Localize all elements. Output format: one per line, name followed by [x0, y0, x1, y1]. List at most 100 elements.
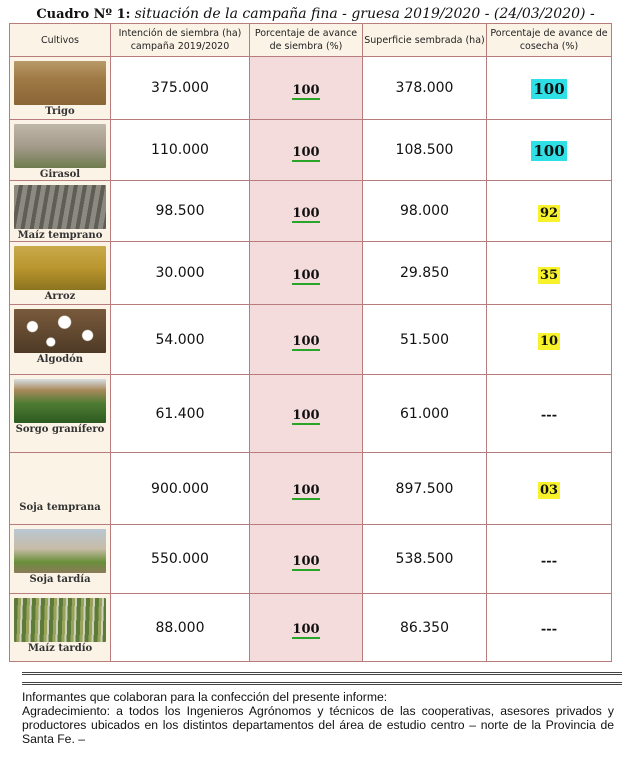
rice-field-photo — [14, 246, 106, 290]
table-row: Arroz 30.000 100 29.850 35 — [9, 241, 612, 305]
table-row: Soja temprana 900.000 100 897.500 03 — [9, 452, 612, 525]
intention-cell: 900.000 — [110, 452, 250, 525]
crop-cell: Trigo — [9, 56, 111, 120]
crop-cell: Soja temprana — [9, 452, 111, 525]
crop-cell: Maíz temprano — [9, 180, 111, 242]
sown-area-cell: 51.500 — [362, 304, 487, 375]
crop-name: Trigo — [45, 106, 75, 117]
intention-cell: 61.400 — [110, 374, 250, 453]
harvest-pct-badge: 03 — [537, 482, 561, 499]
col-header-crop: Cultivos — [9, 23, 111, 57]
sowing-pct-cell: 100 — [249, 374, 363, 453]
sowing-pct-value: 100 — [292, 622, 320, 639]
crop-cell: Soja tardía — [9, 524, 111, 594]
sowing-pct-cell: 100 — [249, 241, 363, 305]
table-row: Soja tardía 550.000 100 538.500 --- — [9, 524, 612, 594]
sowing-pct-cell: 100 — [249, 452, 363, 525]
harvest-pct-value: --- — [540, 553, 558, 569]
crop-name: Girasol — [39, 169, 81, 180]
harvest-pct-cell: --- — [486, 593, 612, 662]
harvest-pct-cell: 100 — [486, 119, 612, 181]
harvest-pct-badge: 100 — [531, 78, 567, 99]
harvest-pct-cell: --- — [486, 524, 612, 594]
intention-cell: 110.000 — [110, 119, 250, 181]
harvest-pct-cell: 10 — [486, 304, 612, 375]
harvest-pct-badge: 100 — [531, 140, 567, 161]
sown-area-cell: 29.850 — [362, 241, 487, 305]
sowing-pct-value: 100 — [292, 334, 320, 351]
harvest-pct-value: --- — [540, 408, 558, 423]
table-row: Girasol 110.000 100 108.500 100 — [9, 119, 612, 181]
crop-cell: Maíz tardío — [9, 593, 111, 662]
intention-cell: 88.000 — [110, 593, 250, 662]
table-row: Trigo 375.000 100 378.000 100 — [9, 56, 612, 120]
harvest-pct-value: --- — [540, 622, 558, 637]
harvest-pct-cell: 03 — [486, 452, 612, 525]
sorghum-field-photo — [14, 379, 106, 423]
crop-name: Maíz temprano — [17, 230, 103, 241]
caption-prefix: Cuadro Nº 1: — [36, 7, 131, 22]
harvest-pct-cell: 100 — [486, 56, 612, 120]
intention-cell: 550.000 — [110, 524, 250, 594]
cotton-bolls-photo — [14, 309, 106, 353]
separator-line — [22, 672, 622, 685]
crop-name: Sorgo granífero — [15, 424, 105, 435]
harvest-pct-cell: --- — [486, 374, 612, 453]
sunflower-field-photo — [14, 124, 106, 168]
intention-cell: 30.000 — [110, 241, 250, 305]
crop-name: Algodón — [36, 354, 84, 365]
crop-cell: Sorgo granífero — [9, 374, 111, 453]
intention-cell: 54.000 — [110, 304, 250, 375]
table-row: Maíz tardío 88.000 100 86.350 --- — [9, 593, 612, 662]
col-header-harvest-pct: Porcentaje de avance de cosecha (%) — [486, 23, 612, 57]
crop-name: Soja temprana — [19, 502, 101, 513]
sown-area-cell: 98.000 — [362, 180, 487, 242]
corn-stubble-photo — [14, 185, 106, 229]
sowing-pct-cell: 100 — [249, 56, 363, 120]
crop-name: Soja tardía — [29, 574, 91, 585]
harvest-pct-badge: 10 — [537, 333, 561, 350]
sowing-pct-cell: 100 — [249, 593, 363, 662]
table-row: Algodón 54.000 100 51.500 10 — [9, 304, 612, 375]
crop-status-table: Cultivos Intención de siembra (ha) campa… — [9, 23, 612, 662]
col-header-sown-area: Superficie sembrada (ha) — [362, 23, 487, 57]
crop-name: Arroz — [44, 291, 76, 302]
caption-text: situación de la campaña fina - gruesa 20… — [134, 6, 595, 22]
sowing-pct-cell: 100 — [249, 119, 363, 181]
crop-cell: Algodón — [9, 304, 111, 375]
intention-cell: 98.500 — [110, 180, 250, 242]
table-caption: Cuadro Nº 1: situación de la campaña fin… — [0, 6, 631, 22]
wheat-field-photo — [14, 61, 106, 105]
informants-text: Informantes que colaboran para la confec… — [22, 690, 388, 704]
sowing-pct-value: 100 — [292, 483, 320, 500]
sown-area-cell: 61.000 — [362, 374, 487, 453]
soybean-seedling-photo — [14, 529, 106, 573]
sowing-pct-value: 100 — [292, 267, 320, 285]
sowing-pct-cell: 100 — [249, 524, 363, 594]
sown-area-cell: 538.500 — [362, 524, 487, 594]
sowing-pct-value: 100 — [292, 82, 320, 100]
crop-cell: Girasol — [9, 119, 111, 181]
sowing-pct-cell: 100 — [249, 304, 363, 375]
header-row: Cultivos Intención de siembra (ha) campa… — [9, 23, 612, 57]
intention-cell: 375.000 — [110, 56, 250, 120]
sown-area-cell: 378.000 — [362, 56, 487, 120]
late-corn-photo — [14, 598, 106, 642]
harvest-pct-badge: 92 — [537, 204, 561, 222]
harvest-pct-cell: 92 — [486, 180, 612, 242]
table-row: Maíz temprano 98.500 100 98.000 92 — [9, 180, 612, 242]
col-header-sowing-pct: Porcentaje de avance de siembra (%) — [249, 23, 363, 57]
sowing-pct-cell: 100 — [249, 180, 363, 242]
soybean-rows-photo — [14, 457, 106, 501]
sowing-pct-value: 100 — [292, 144, 320, 162]
sowing-pct-value: 100 — [292, 205, 320, 223]
footer-info: Informantes que colaboran para la confec… — [22, 690, 614, 746]
table-row: Sorgo granífero 61.400 100 61.000 --- — [9, 374, 612, 453]
sown-area-cell: 108.500 — [362, 119, 487, 181]
sowing-pct-value: 100 — [292, 553, 320, 571]
sown-area-cell: 86.350 — [362, 593, 487, 662]
harvest-pct-cell: 35 — [486, 241, 612, 305]
crop-cell: Arroz — [9, 241, 111, 305]
crop-name: Maíz tardío — [27, 643, 93, 654]
thanks-text: Agradecimiento: a todos los Ingenieros A… — [22, 704, 614, 746]
